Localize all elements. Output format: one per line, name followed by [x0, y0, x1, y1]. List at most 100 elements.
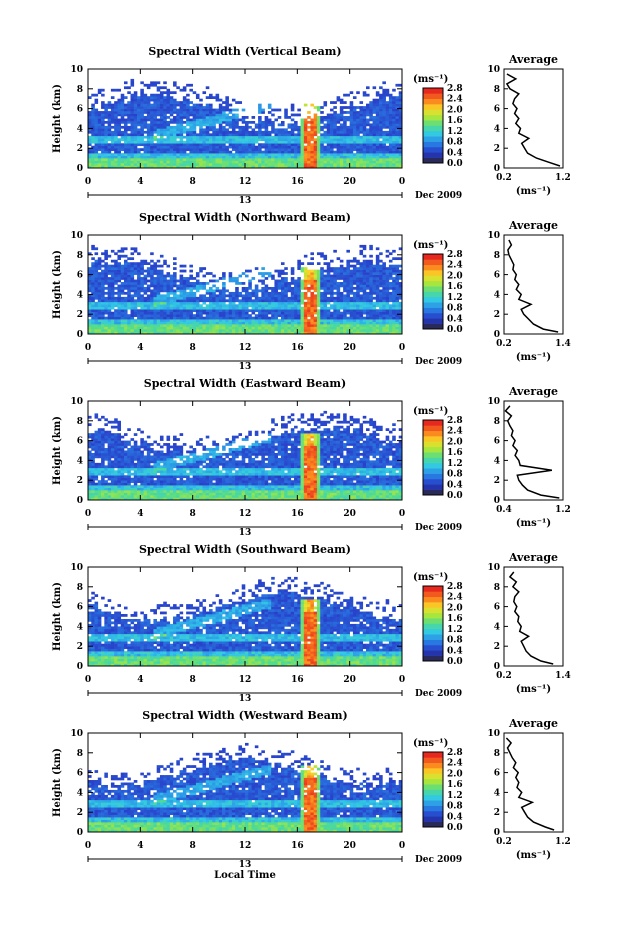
- heatmap-cell: [205, 326, 210, 330]
- heatmap-cell: [333, 272, 337, 275]
- heatmap-cell: [267, 299, 272, 303]
- heatmap-cell: [241, 299, 246, 303]
- heatmap-cell: [228, 133, 233, 137]
- heatmap-cell: [300, 138, 305, 142]
- heatmap-cell: [130, 153, 135, 156]
- heatmap-cell: [91, 163, 95, 166]
- heatmap-cell: [369, 316, 373, 320]
- heatmap-cell: [346, 324, 350, 327]
- heatmap-cell: [117, 148, 122, 151]
- heatmap-cell: [303, 319, 308, 322]
- heatmap-cell: [398, 98, 403, 102]
- heatmap-cell: [313, 133, 318, 137]
- heatmap-cell: [127, 86, 131, 90]
- heatmap-cell: [398, 311, 403, 315]
- heatmap-cell: [127, 296, 131, 300]
- heatmap-cell: [382, 106, 386, 109]
- heatmap-cell: [264, 299, 269, 303]
- heatmap-cell: [156, 314, 161, 317]
- heatmap-cell: [94, 138, 99, 142]
- heatmap-cell: [150, 81, 154, 85]
- heatmap-cell: [356, 133, 360, 137]
- heatmap-cell: [222, 274, 226, 278]
- heatmap-cell: [117, 101, 122, 104]
- heatmap-cell: [215, 116, 220, 119]
- heatmap-cell: [91, 130, 95, 134]
- heatmap-cell: [333, 324, 337, 327]
- heatmap-cell: [359, 284, 364, 288]
- heatmap-cell: [300, 163, 305, 166]
- heatmap-cell: [297, 155, 301, 159]
- heatmap-cell: [313, 274, 318, 278]
- heatmap-cell: [326, 153, 331, 156]
- heatmap-cell: [127, 304, 131, 308]
- heatmap-cell: [300, 282, 305, 285]
- heatmap-cell: [267, 148, 272, 151]
- heatmap-cell: [297, 138, 301, 142]
- heatmap-cell: [153, 264, 157, 268]
- heatmap-cell: [218, 150, 223, 154]
- heatmap-cell: [140, 282, 144, 285]
- heatmap-cell: [225, 123, 229, 127]
- colorbar-tick-label: 2.4: [447, 261, 463, 271]
- heatmap-cell: [150, 284, 154, 288]
- heatmap-cell: [356, 91, 360, 95]
- heatmap-cell: [107, 138, 112, 142]
- heatmap-cell: [130, 247, 135, 251]
- heatmap-cell: [150, 279, 154, 283]
- heatmap-cell: [271, 130, 275, 134]
- heatmap-cell: [352, 324, 357, 327]
- heatmap-cell: [245, 274, 249, 278]
- heatmap-cell: [359, 299, 364, 303]
- heatmap-cell: [398, 284, 403, 288]
- heatmap-cell: [192, 309, 197, 313]
- heatmap-cell: [352, 96, 357, 99]
- heatmap-cell: [91, 150, 95, 154]
- heatmap-cell: [300, 301, 305, 305]
- heatmap-cell: [133, 113, 138, 117]
- heatmap-cell: [120, 106, 125, 109]
- heatmap-cell: [159, 264, 164, 268]
- heatmap-cell: [385, 118, 390, 122]
- heatmap-cell: [228, 140, 233, 144]
- heatmap-cell: [333, 123, 337, 127]
- heatmap-cell: [359, 274, 364, 278]
- heatmap-cell: [215, 299, 220, 303]
- heatmap-cell: [271, 299, 275, 303]
- heatmap-cell: [388, 101, 393, 104]
- heatmap-cell: [163, 150, 167, 154]
- heatmap-cell: [137, 284, 141, 288]
- heatmap-cell: [218, 128, 223, 132]
- heatmap-cell: [140, 148, 144, 151]
- heatmap-cell: [186, 296, 190, 300]
- heatmap-cell: [215, 130, 220, 134]
- heatmap-cell: [241, 309, 246, 313]
- heatmap-cell: [166, 331, 171, 335]
- heatmap-cell: [127, 153, 131, 156]
- heatmap-cell: [333, 279, 337, 283]
- heatmap-cell: [235, 316, 239, 320]
- heatmap-cell: [251, 319, 256, 322]
- heatmap-cell: [379, 329, 383, 332]
- heatmap-cell: [143, 274, 148, 278]
- heatmap-cell: [133, 91, 138, 95]
- heatmap-cell: [163, 140, 167, 144]
- heatmap-cell: [88, 135, 92, 139]
- heatmap-cell: [336, 135, 341, 139]
- heatmap-cell: [303, 294, 308, 298]
- heatmap-cell: [133, 304, 138, 308]
- heatmap-cell: [330, 277, 334, 280]
- heatmap-cell: [294, 153, 298, 156]
- heatmap-cell: [395, 123, 400, 127]
- heatmap-cell: [392, 306, 396, 310]
- heatmap-cell: [88, 120, 92, 124]
- heatmap-cell: [169, 143, 174, 147]
- heatmap-cell: [251, 324, 256, 327]
- heatmap-cell: [362, 262, 367, 265]
- heatmap-cell: [362, 140, 367, 144]
- heatmap-cell: [320, 128, 324, 132]
- heatmap-cell: [231, 123, 236, 127]
- heatmap-cell: [313, 153, 318, 156]
- heatmap-cell: [127, 165, 131, 169]
- heatmap-cell: [294, 331, 298, 335]
